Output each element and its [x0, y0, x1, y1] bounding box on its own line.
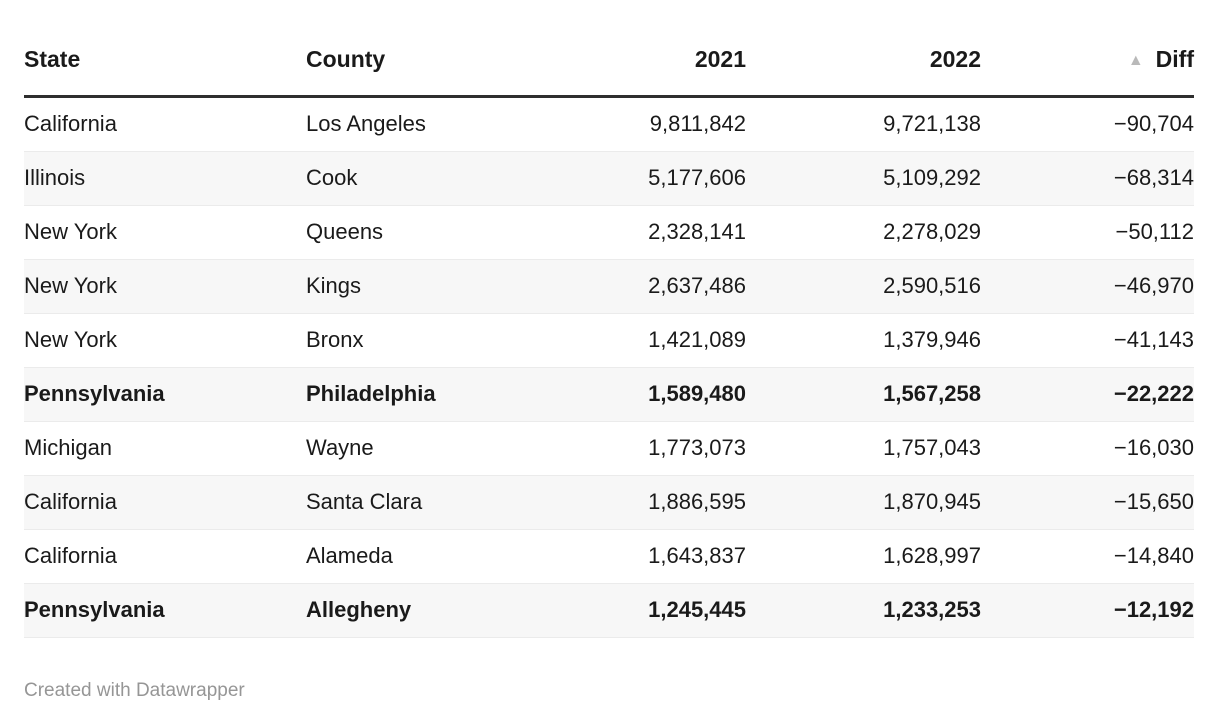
cell-state: California — [24, 475, 306, 530]
cell-state: Michigan — [24, 421, 306, 476]
cell-state: Illinois — [24, 151, 306, 206]
header-row: State County 2021 2022 ▲ Diff — [24, 46, 1194, 98]
cell-diff: −14,840 — [981, 529, 1194, 584]
table-row: New York Kings 2,637,486 2,590,516 −46,970 — [24, 259, 1194, 314]
cell-y2021: 1,643,837 — [546, 529, 746, 584]
column-header-2021[interactable]: 2021 — [546, 46, 746, 98]
table-row: California Los Angeles 9,811,842 9,721,138−… — [24, 96, 1194, 152]
cell-state: California — [24, 96, 306, 152]
cell-diff: −46,970 — [981, 259, 1194, 314]
cell-diff: −90,704 — [981, 96, 1194, 152]
cell-state: Pennsylvania — [24, 583, 306, 638]
cell-county: Santa Clara — [306, 475, 546, 530]
cell-y2022: 1,757,043 — [746, 421, 981, 476]
cell-y2021: 1,421,089 — [546, 313, 746, 368]
column-header-county[interactable]: County — [306, 46, 546, 98]
cell-county: Bronx — [306, 313, 546, 368]
table-body: California Los Angeles 9,811,842 9,721,138−… — [24, 96, 1194, 638]
sort-ascending-icon: ▲ — [1127, 52, 1144, 69]
cell-county: Alameda — [306, 529, 546, 584]
cell-state: California — [24, 529, 306, 584]
cell-y2021: 5,177,606 — [546, 151, 746, 206]
cell-diff: −16,030 — [981, 421, 1194, 476]
cell-county: Philadelphia — [306, 367, 546, 422]
column-header-diff-label: Diff — [1155, 46, 1194, 72]
cell-y2022: 1,379,946 — [746, 313, 981, 368]
table-row: Pennsylvania Philadelphia 1,589,480 1,567,2… — [24, 367, 1194, 422]
cell-y2021: 1,773,073 — [546, 421, 746, 476]
cell-state: Pennsylvania — [24, 367, 306, 422]
cell-county: Kings — [306, 259, 546, 314]
cell-county: Cook — [306, 151, 546, 206]
table-row: California Alameda 1,643,837 1,628,997 −14,8… — [24, 529, 1194, 584]
table-row: California Santa Clara 1,886,595 1,870,945−… — [24, 475, 1194, 530]
table-row: Pennsylvania Allegheny 1,245,445 1,233,253−… — [24, 583, 1194, 638]
cell-y2022: 1,628,997 — [746, 529, 981, 584]
cell-y2022: 9,721,138 — [746, 96, 981, 152]
cell-state: New York — [24, 313, 306, 368]
table-row: New York Bronx 1,421,089 1,379,946 −41,143 — [24, 313, 1194, 368]
cell-diff: −15,650 — [981, 475, 1194, 530]
column-header-2022[interactable]: 2022 — [746, 46, 981, 98]
cell-state: New York — [24, 205, 306, 260]
cell-y2022: 1,870,945 — [746, 475, 981, 530]
cell-y2021: 2,637,486 — [546, 259, 746, 314]
cell-diff: −12,192 — [981, 583, 1194, 638]
cell-y2022: 2,278,029 — [746, 205, 981, 260]
cell-y2021: 2,328,141 — [546, 205, 746, 260]
cell-state: New York — [24, 259, 306, 314]
datawrapper-attribution-link[interactable]: Created with Datawrapper — [24, 680, 245, 701]
cell-diff: −41,143 — [981, 313, 1194, 368]
table-row: Michigan Wayne 1,773,073 1,757,043 −16,030 — [24, 421, 1194, 476]
cell-diff: −50,112 — [981, 205, 1194, 260]
cell-county: Queens — [306, 205, 546, 260]
cell-y2021: 1,245,445 — [546, 583, 746, 638]
column-header-state[interactable]: State — [24, 46, 306, 98]
table-header: State County 2021 2022 ▲ Diff — [24, 46, 1194, 98]
column-header-diff[interactable]: ▲ Diff — [981, 46, 1194, 98]
cell-county: Wayne — [306, 421, 546, 476]
cell-y2021: 9,811,842 — [546, 96, 746, 152]
population-diff-table: State County 2021 2022 ▲ Diff California L… — [24, 46, 1194, 638]
cell-county: Allegheny — [306, 583, 546, 638]
cell-y2022: 1,233,253 — [746, 583, 981, 638]
cell-diff: −68,314 — [981, 151, 1194, 206]
cell-y2022: 2,590,516 — [746, 259, 981, 314]
cell-y2022: 1,567,258 — [746, 367, 981, 422]
cell-y2021: 1,886,595 — [546, 475, 746, 530]
table-row: New York Queens 2,328,141 2,278,029 −50,112 — [24, 205, 1194, 260]
table-row: Illinois Cook 5,177,606 5,109,292 −68,314 — [24, 151, 1194, 206]
cell-y2022: 5,109,292 — [746, 151, 981, 206]
cell-y2021: 1,589,480 — [546, 367, 746, 422]
cell-diff: −22,222 — [981, 367, 1194, 422]
cell-county: Los Angeles — [306, 96, 546, 152]
